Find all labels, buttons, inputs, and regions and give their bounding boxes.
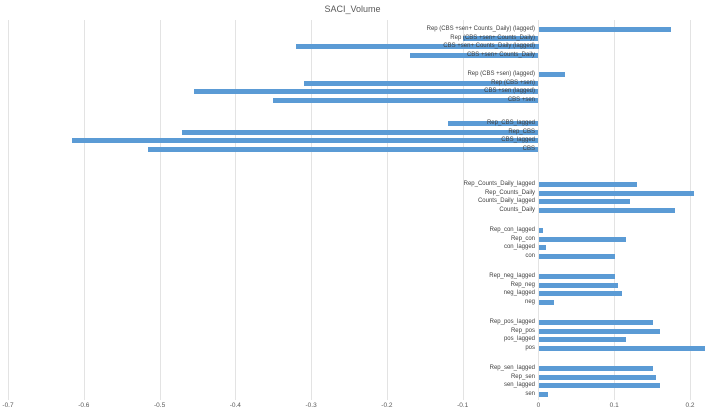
bar [193, 89, 539, 94]
category-label: con [525, 253, 535, 259]
bar [72, 138, 539, 143]
x-tick-label: -0.1 [457, 402, 469, 409]
category-label: Rep (CBS +sen) (lagged) [467, 71, 535, 77]
category-label: sen_lagged [503, 382, 535, 388]
bar [538, 182, 638, 187]
category-label: sen [525, 391, 535, 397]
gridline [8, 20, 9, 400]
bar [538, 237, 626, 242]
category-label: neg [524, 299, 535, 305]
category-label: CBS +sen+ Counts_Daily (lagged) [443, 43, 535, 49]
bar [538, 346, 705, 351]
x-tick-label: -0.6 [78, 402, 90, 409]
x-tick-label: -0.2 [381, 402, 393, 409]
bar [538, 199, 630, 204]
bar [538, 191, 695, 196]
bar [538, 366, 653, 371]
category-label: pos_lagged [503, 336, 535, 342]
category-label: Rep_sen [510, 374, 535, 380]
bar [538, 383, 661, 388]
bar [538, 300, 555, 305]
category-label: CBS [522, 146, 535, 152]
category-label: Counts_Daily_lagged [477, 198, 535, 204]
x-tick-label: -0.3 [305, 402, 317, 409]
bar [538, 320, 653, 325]
bar [447, 121, 539, 126]
bar [148, 147, 539, 152]
category-label: con_lagged [503, 244, 535, 250]
category-label: Rep (CBS +sen) [491, 80, 535, 86]
category-label: Rep_con [510, 236, 535, 242]
gridline [690, 20, 691, 400]
x-tick-label: 0 [536, 402, 541, 409]
bar [538, 208, 676, 213]
category-label: Rep_con_lagged [489, 227, 535, 233]
category-label: Rep_CBS [508, 129, 535, 135]
bar [409, 53, 539, 58]
gridline [386, 20, 388, 400]
category-label: CBS +sen (lagged) [484, 88, 535, 94]
bar [182, 130, 539, 135]
bar [538, 375, 657, 380]
category-label: Rep_Counts_Daily [484, 190, 535, 196]
category-label: CBS +sen [507, 97, 535, 103]
bar [538, 72, 566, 77]
bar [538, 329, 661, 334]
category-label: Rep (CBS +sen+ Counts_Daily) [450, 35, 535, 41]
x-tick-label: 0.1 [609, 402, 619, 409]
bar [303, 81, 539, 86]
category-label: CBS +sen+ Counts_Daily [466, 52, 535, 58]
category-label: pos [525, 345, 535, 351]
category-label: Rep_neg [510, 282, 535, 288]
bar [538, 245, 547, 250]
bar [538, 27, 672, 32]
bar [538, 392, 548, 397]
category-label: Rep_Counts_Daily_lagged [463, 181, 535, 187]
gridline [311, 20, 313, 400]
x-tick-label: -0.7 [2, 402, 14, 409]
gridline [83, 20, 85, 400]
bar [296, 44, 539, 49]
bar [538, 337, 626, 342]
category-label: CBS_lagged [501, 137, 535, 143]
bar [538, 291, 623, 296]
gridline [159, 20, 161, 400]
category-label: Rep_pos_lagged [489, 319, 535, 325]
bar [538, 274, 615, 279]
category-label: Rep_sen_lagged [489, 365, 535, 371]
category-label: Rep_neg_lagged [489, 273, 535, 279]
bar [538, 254, 615, 259]
category-label: Counts_Daily [499, 207, 535, 213]
gridline [235, 20, 237, 400]
x-tick-label: -0.5 [153, 402, 166, 409]
x-tick-label: 0.2 [685, 402, 695, 409]
category-label: Rep_pos [510, 328, 535, 334]
bar [273, 98, 539, 103]
bar [462, 36, 539, 41]
category-label: Rep_CBS_lagged [486, 120, 535, 126]
x-tick-label: -0.4 [229, 402, 241, 409]
bar [538, 283, 619, 288]
category-label: Rep (CBS +sen+ Counts_Daily) (lagged) [426, 26, 535, 32]
chart-title: SACI_Volume [324, 4, 381, 14]
bar [538, 228, 543, 233]
gridline [462, 20, 464, 400]
category-label: neg_lagged [503, 290, 535, 296]
